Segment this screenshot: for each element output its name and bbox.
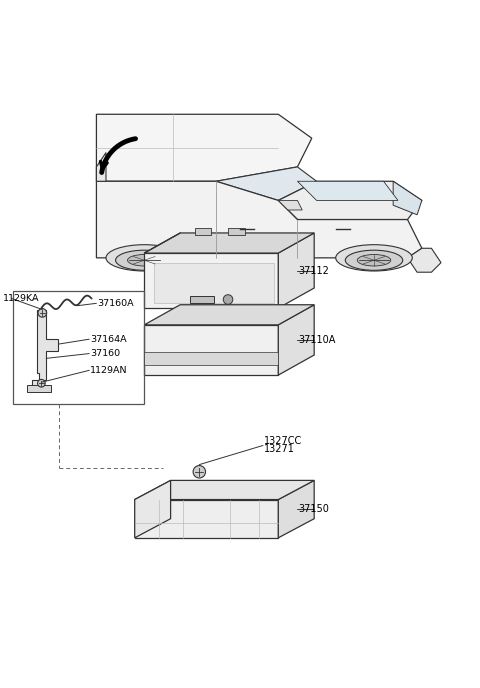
Text: 37160A: 37160A [97,299,134,308]
Polygon shape [216,167,317,200]
Ellipse shape [128,255,161,266]
Text: 1129AN: 1129AN [90,366,128,375]
Polygon shape [27,385,51,392]
Polygon shape [135,499,278,538]
Bar [228,228,245,235]
Circle shape [38,309,47,317]
Polygon shape [135,480,170,538]
Polygon shape [96,181,422,258]
Polygon shape [144,325,278,375]
Ellipse shape [357,255,391,266]
Text: 37150: 37150 [299,504,329,514]
Text: 37110A: 37110A [299,335,336,345]
Ellipse shape [336,245,412,271]
Polygon shape [96,153,106,181]
Polygon shape [278,181,422,219]
Text: 37112: 37112 [299,266,329,275]
Circle shape [37,379,45,387]
Circle shape [223,294,233,304]
Polygon shape [32,310,58,387]
Ellipse shape [116,250,173,270]
Text: 13271: 13271 [264,444,295,454]
Text: 37160: 37160 [90,349,120,358]
Text: 37164A: 37164A [90,335,127,344]
Text: 1129KA: 1129KA [3,294,39,303]
Polygon shape [278,305,314,375]
Polygon shape [393,181,422,215]
Polygon shape [408,248,441,272]
Polygon shape [144,305,314,325]
Circle shape [193,466,205,478]
Polygon shape [278,480,314,538]
Bar [144,352,278,365]
Polygon shape [278,233,314,308]
Polygon shape [135,480,314,499]
Polygon shape [144,233,314,253]
Bar [190,296,214,303]
Ellipse shape [345,250,403,270]
Polygon shape [144,253,278,308]
Polygon shape [278,200,302,210]
Bar [12,291,144,404]
Text: 1327CC: 1327CC [264,436,302,446]
Polygon shape [154,263,274,303]
Polygon shape [298,181,398,200]
Ellipse shape [106,245,182,271]
Bar [194,228,211,235]
Polygon shape [96,114,312,181]
